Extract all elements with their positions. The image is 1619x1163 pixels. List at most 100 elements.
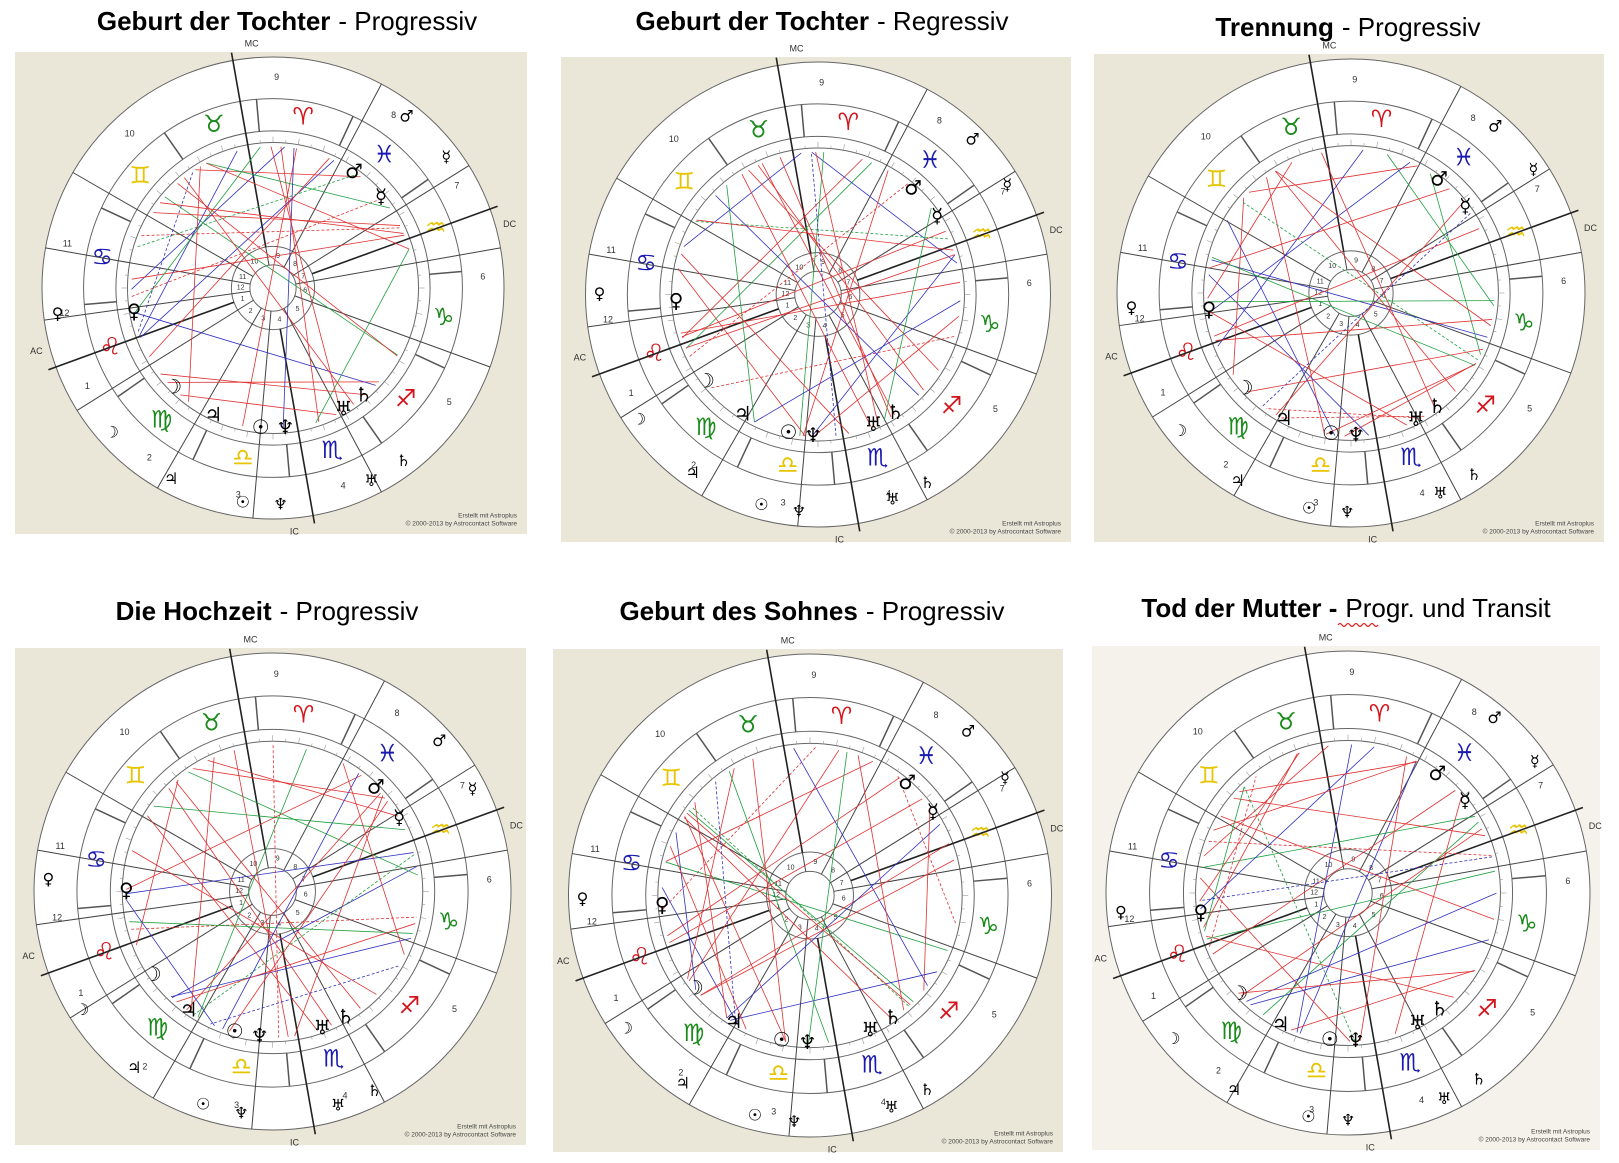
zodiac-sign: ♍	[151, 406, 173, 434]
house-line	[616, 177, 799, 284]
outer-planet-glyph: ♆	[792, 502, 806, 521]
planet-glyph: ♃	[1272, 1012, 1290, 1036]
sign-divider	[101, 207, 131, 223]
aspect-line	[342, 763, 405, 955]
inner-house-number: 7	[1378, 878, 1382, 885]
aspect-line	[685, 254, 955, 349]
house-line	[251, 915, 271, 1130]
inner-house-number: 2	[247, 912, 251, 919]
degree-tick	[1214, 355, 1218, 357]
outer-planet-glyph: ☉	[748, 1106, 762, 1125]
aspect-line	[188, 771, 418, 876]
chart-panel: Die Hochzeit - Progressiv♉ ♈♓♒♑♐♏♎♍♌♋♊1122…	[15, 596, 526, 1147]
sign-divider	[884, 121, 900, 152]
degree-tick	[420, 917, 427, 919]
house-line	[1142, 905, 1328, 1022]
aspect-line	[793, 748, 928, 986]
aspect-line	[126, 899, 215, 1026]
inner-house-number: 2	[249, 308, 253, 315]
degree-tick	[366, 399, 371, 405]
zodiac-sign: ♑	[979, 310, 1001, 338]
credit-text: Erstellt mit Astroplus	[1535, 521, 1595, 528]
aspect-line	[815, 151, 879, 424]
house-number: 4	[881, 1097, 886, 1107]
degree-tick	[378, 782, 382, 786]
sign-divider	[1482, 778, 1511, 800]
house-line	[797, 317, 817, 527]
planet-glyph: ♃	[204, 402, 222, 426]
degree-tick	[187, 407, 190, 410]
aspect-line	[1207, 300, 1495, 303]
panel-title: Geburt der Tochter - Progressiv	[97, 6, 477, 36]
planet-glyph: ♀	[1194, 900, 1209, 924]
title-bold: Trennung	[1215, 12, 1333, 42]
aspect-line	[1247, 348, 1484, 393]
zodiac-sign: ♏	[1399, 1049, 1421, 1077]
outer-planet-glyph: ♅	[364, 471, 378, 490]
house-number: 12	[603, 315, 613, 325]
inner-house-number: 7	[1380, 278, 1384, 285]
degree-tick	[297, 138, 300, 145]
inner-house-number: 11	[784, 280, 791, 287]
house-number: 2	[691, 460, 696, 470]
degree-tick	[673, 332, 677, 334]
degree-tick	[962, 319, 969, 322]
planet-glyph: ♂	[1428, 761, 1446, 785]
degree-tick	[220, 145, 224, 152]
degree-tick	[1412, 1031, 1414, 1035]
house-number: 4	[1419, 1095, 1424, 1105]
degree-tick	[1237, 782, 1241, 786]
planet-glyph: ♂	[1430, 167, 1448, 191]
aspect-line	[280, 146, 320, 422]
degree-tick	[384, 381, 390, 386]
aspect-line	[164, 196, 398, 356]
zodiac-sign: ♍	[695, 413, 717, 441]
degree-tick	[1268, 755, 1273, 762]
aspect-line	[315, 248, 410, 424]
degree-tick	[129, 325, 133, 327]
planet-glyph: ♄	[886, 400, 904, 424]
zodiac-sign: ♓	[377, 739, 399, 767]
title-bold: Geburt der Tochter	[97, 6, 331, 36]
house-number: 4	[342, 1090, 347, 1100]
angle-axis	[824, 335, 861, 532]
aspect-line	[684, 816, 787, 1042]
house-line	[1330, 316, 1350, 527]
zodiac-sign: ♈	[293, 700, 315, 728]
angle-axis	[230, 52, 267, 248]
house-number: 12	[1135, 313, 1145, 323]
sign-divider	[117, 377, 145, 398]
degree-tick	[1435, 765, 1438, 769]
inner-house-number: 8	[838, 268, 842, 275]
zodiac-sign: ♏	[321, 436, 343, 464]
planet-glyph: ☉	[773, 1027, 791, 1051]
angle-label: AC	[30, 346, 43, 356]
degree-tick	[791, 438, 793, 445]
planet-glyph: ♄	[884, 1005, 902, 1029]
sign-divider	[1441, 422, 1462, 451]
degree-tick	[375, 182, 379, 186]
credit-text: © 2000-2013 by Astrocontact Software	[1483, 528, 1595, 536]
house-line	[283, 912, 385, 1103]
aspect-line	[1239, 761, 1418, 793]
planet-glyph: ♅	[1407, 407, 1425, 431]
outer-planet-glyph: ♆	[1340, 502, 1354, 521]
aspect-line	[229, 801, 388, 1032]
house-line	[65, 771, 253, 881]
planet-glyph: ♅	[861, 1017, 879, 1041]
aspect-line	[1211, 259, 1488, 338]
degree-tick	[741, 162, 746, 168]
degree-tick	[1435, 169, 1438, 173]
house-line	[1226, 913, 1337, 1103]
angle-label: AC	[1105, 352, 1118, 362]
angle-axis	[311, 205, 498, 275]
outer-planet-glyph: ♀	[594, 284, 606, 303]
degree-tick	[171, 1006, 177, 1012]
house-number: 10	[669, 134, 679, 144]
degree-tick	[849, 1042, 851, 1046]
degree-tick	[769, 1042, 771, 1046]
angle-label: DC	[1050, 824, 1063, 834]
house-number: 5	[993, 404, 998, 414]
aspect-line	[131, 234, 405, 280]
degree-tick	[688, 793, 694, 798]
